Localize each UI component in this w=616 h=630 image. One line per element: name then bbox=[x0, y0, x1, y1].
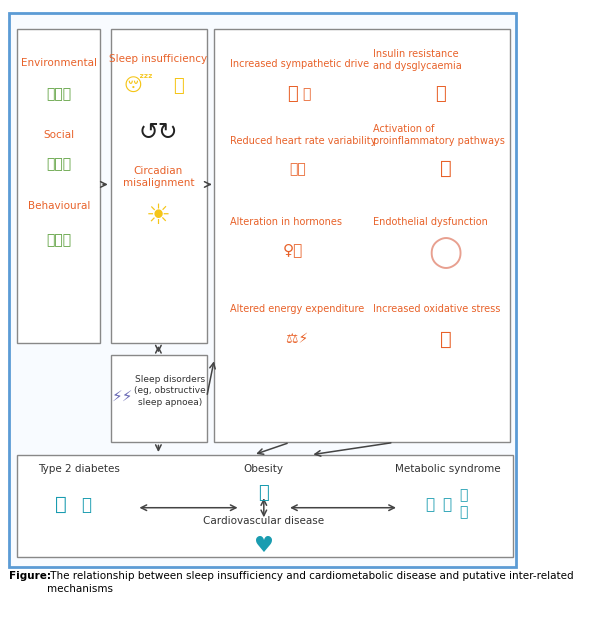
Text: ↺↻: ↺↻ bbox=[139, 120, 178, 144]
Text: Environmental: Environmental bbox=[21, 58, 97, 68]
Text: 🕐: 🕐 bbox=[302, 88, 311, 101]
Text: 🧪: 🧪 bbox=[435, 85, 446, 103]
Text: ◯: ◯ bbox=[429, 237, 463, 269]
Text: ⚡⚡: ⚡⚡ bbox=[112, 388, 133, 403]
FancyBboxPatch shape bbox=[9, 13, 516, 567]
FancyBboxPatch shape bbox=[111, 29, 207, 343]
Text: ☀: ☀ bbox=[146, 202, 171, 229]
Text: ⚖️⚡: ⚖️⚡ bbox=[286, 331, 309, 346]
Text: Circadian
misalignment: Circadian misalignment bbox=[123, 166, 194, 188]
Text: 🕐: 🕐 bbox=[173, 77, 184, 95]
Text: Increased sympathetic drive: Increased sympathetic drive bbox=[230, 59, 369, 69]
Text: Insulin resistance
and dysglycaemia: Insulin resistance and dysglycaemia bbox=[373, 49, 461, 71]
Text: Metabolic syndrome: Metabolic syndrome bbox=[395, 464, 501, 474]
Text: 👥👥👥: 👥👥👥 bbox=[46, 158, 71, 171]
FancyBboxPatch shape bbox=[17, 455, 513, 558]
FancyBboxPatch shape bbox=[111, 355, 207, 442]
Text: Activation of
proinflammatory pathways: Activation of proinflammatory pathways bbox=[373, 123, 505, 146]
Text: 🧠💚💬: 🧠💚💬 bbox=[46, 233, 71, 248]
Text: 🧫: 🧫 bbox=[440, 330, 452, 350]
Text: Obesity: Obesity bbox=[244, 464, 284, 474]
Text: 🧍: 🧍 bbox=[259, 484, 269, 502]
Text: Figure:: Figure: bbox=[9, 571, 51, 581]
Text: Cardiovascular disease: Cardiovascular disease bbox=[203, 517, 325, 527]
Text: 🦠: 🦠 bbox=[459, 488, 468, 502]
Text: 👤🏠🌍: 👤🏠🌍 bbox=[46, 88, 71, 101]
Text: The relationship between sleep insufficiency and cardiometabolic disease and put: The relationship between sleep insuffici… bbox=[47, 571, 573, 594]
Text: 🕑: 🕑 bbox=[459, 506, 468, 520]
Text: Type 2 diabetes: Type 2 diabetes bbox=[39, 464, 120, 474]
Text: Behavioural: Behavioural bbox=[28, 201, 90, 211]
Text: Social: Social bbox=[43, 130, 75, 140]
Text: ♥: ♥ bbox=[254, 536, 274, 556]
Text: 📉📹: 📉📹 bbox=[289, 162, 306, 176]
Text: 🧡: 🧡 bbox=[287, 85, 298, 103]
FancyBboxPatch shape bbox=[214, 29, 511, 442]
Text: Altered energy expenditure: Altered energy expenditure bbox=[230, 304, 364, 314]
Text: Sleep insufficiency: Sleep insufficiency bbox=[109, 54, 208, 64]
Text: Endothelial dysfunction: Endothelial dysfunction bbox=[373, 217, 488, 227]
Text: Increased oxidative stress: Increased oxidative stress bbox=[373, 304, 500, 314]
Text: Alteration in hormones: Alteration in hormones bbox=[230, 217, 342, 227]
Text: 📊: 📊 bbox=[426, 497, 434, 512]
Text: 💊: 💊 bbox=[442, 497, 451, 512]
Text: 😴: 😴 bbox=[124, 77, 153, 95]
Text: Reduced heart rate variability: Reduced heart rate variability bbox=[230, 136, 376, 146]
Text: 💉: 💉 bbox=[81, 496, 91, 513]
Text: 💧: 💧 bbox=[55, 495, 67, 514]
Text: ♀💉: ♀💉 bbox=[282, 242, 302, 257]
Text: Sleep disorders
(eg, obstructive
sleep apnoea): Sleep disorders (eg, obstructive sleep a… bbox=[134, 375, 206, 407]
Text: 🔥: 🔥 bbox=[440, 159, 452, 178]
FancyBboxPatch shape bbox=[17, 29, 100, 343]
